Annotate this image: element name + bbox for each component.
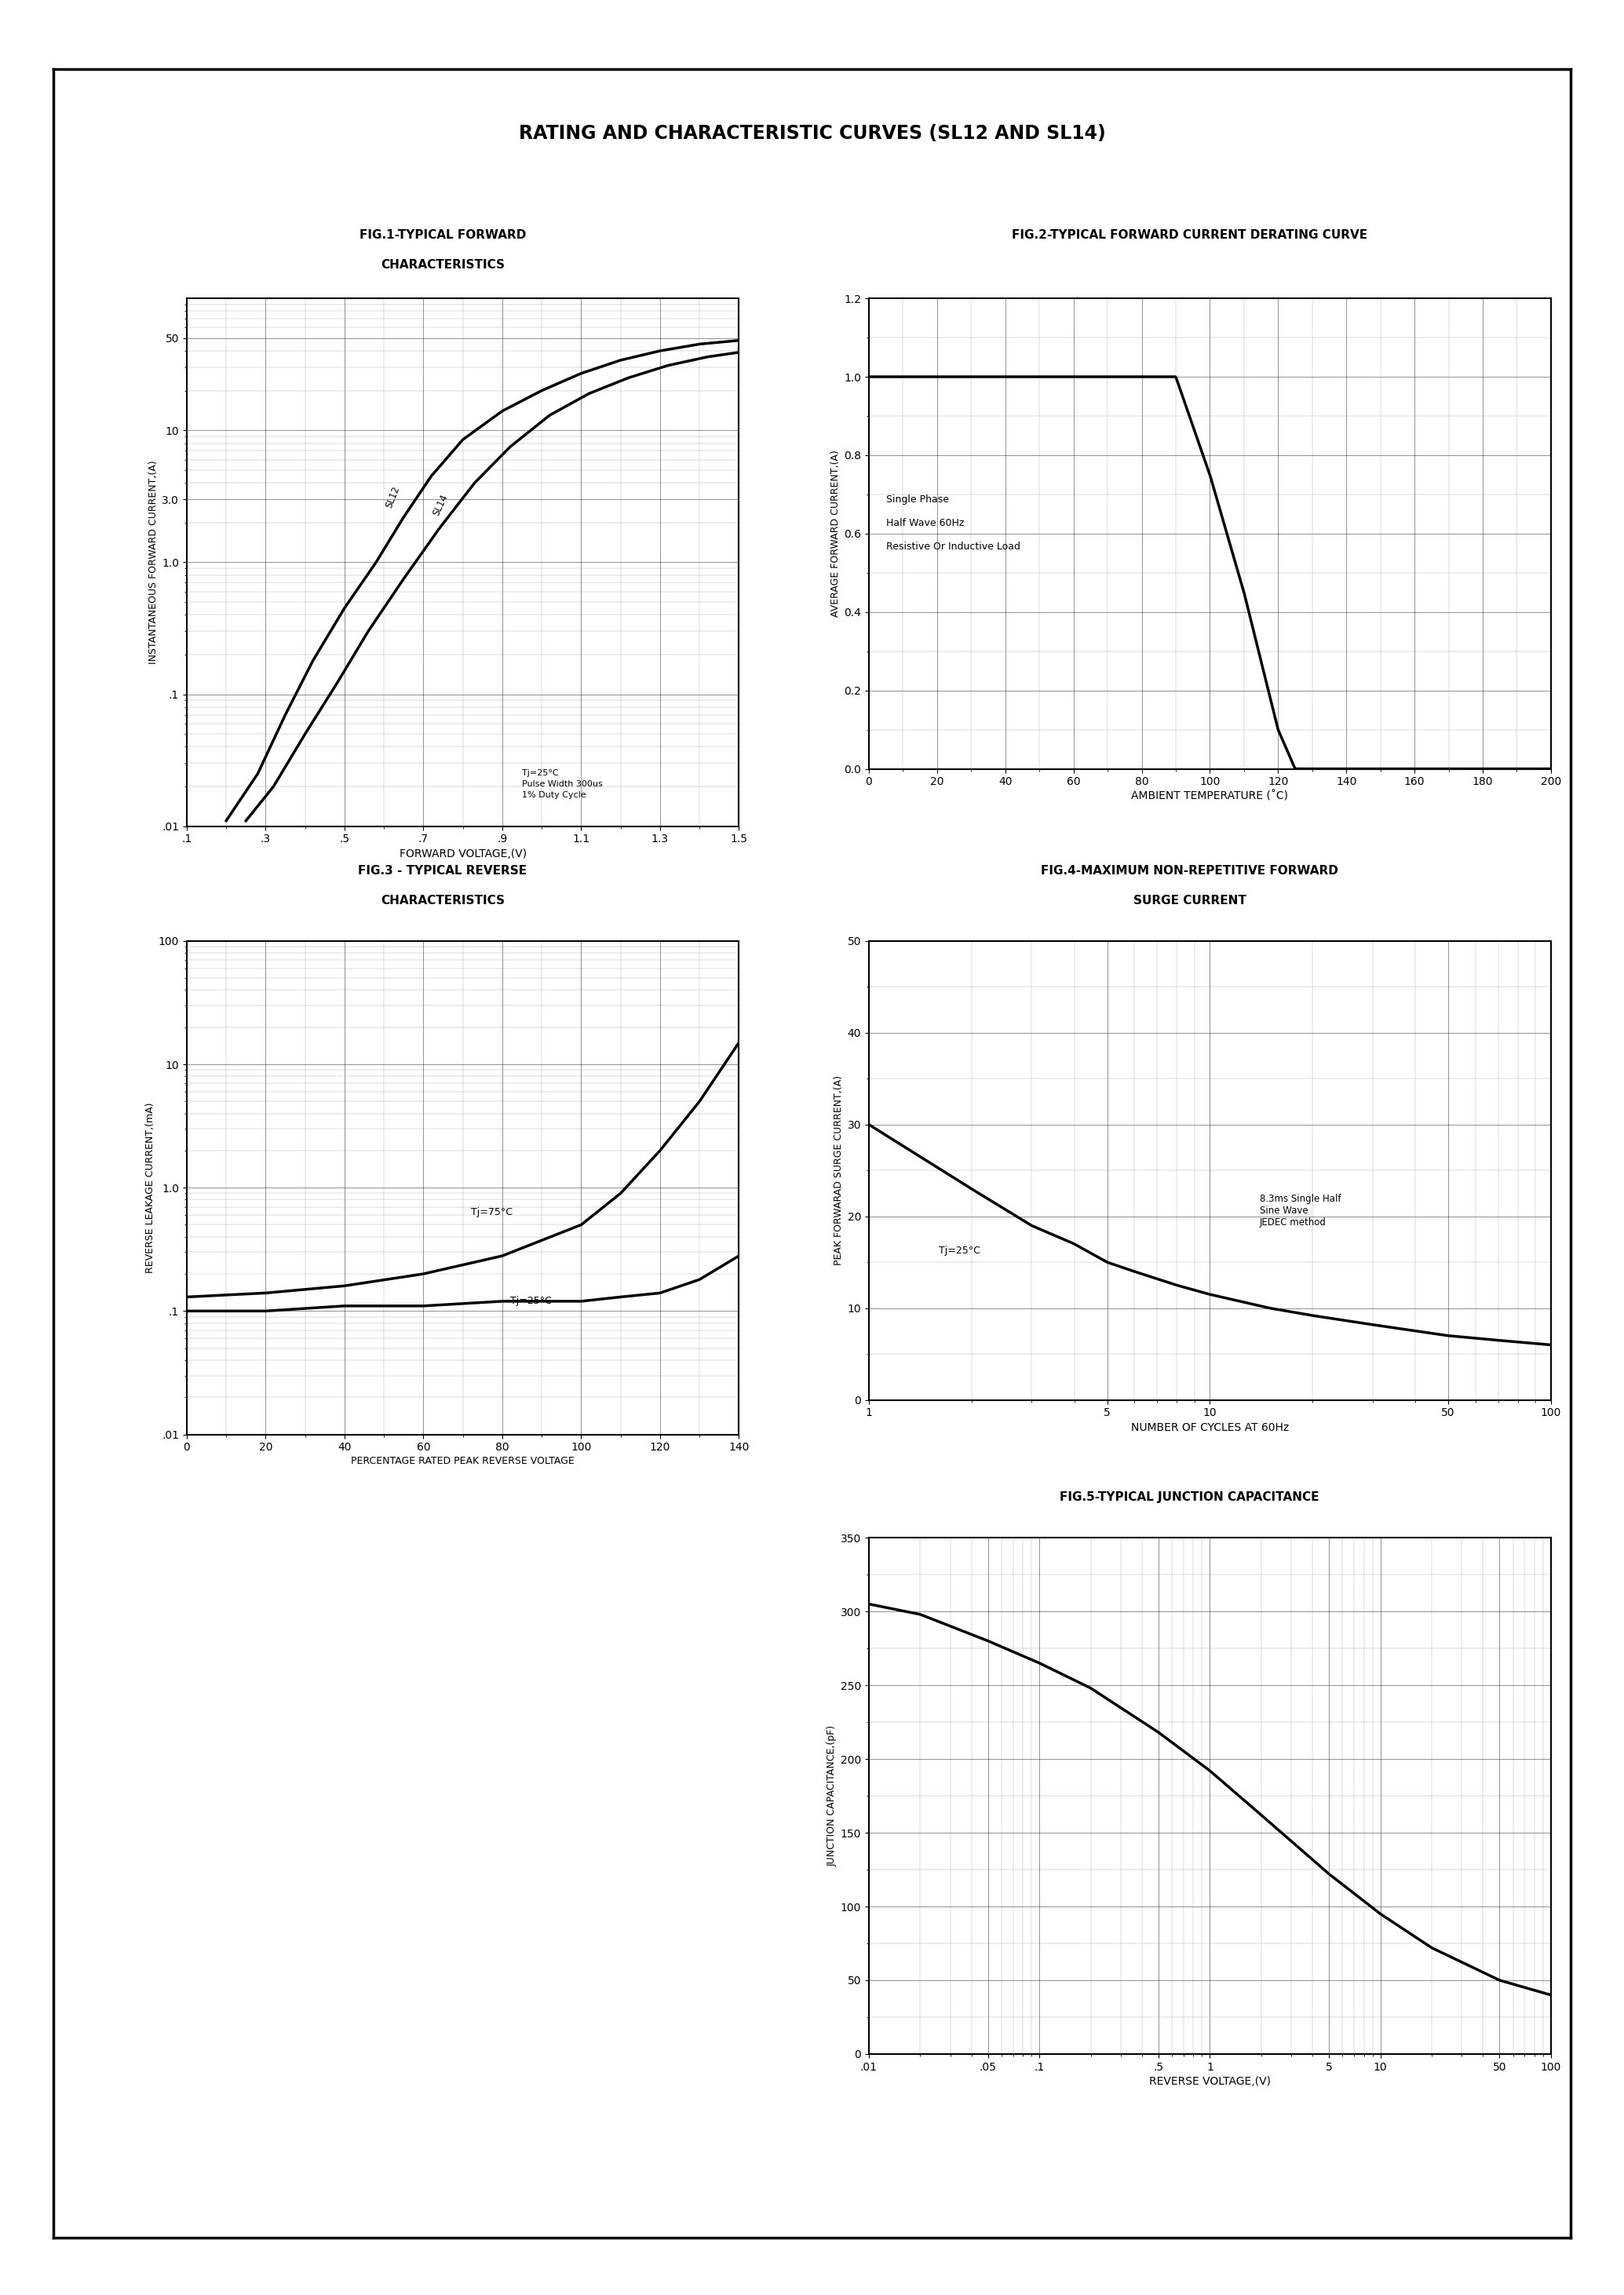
Text: Single Phase: Single Phase xyxy=(887,493,948,505)
X-axis label: FORWARD VOLTAGE,(V): FORWARD VOLTAGE,(V) xyxy=(400,849,526,858)
Text: Half Wave 60Hz: Half Wave 60Hz xyxy=(887,519,965,528)
X-axis label: PERCENTAGE RATED PEAK REVERSE VOLTAGE: PERCENTAGE RATED PEAK REVERSE VOLTAGE xyxy=(351,1457,575,1467)
Text: Resistive Or Inductive Load: Resistive Or Inductive Load xyxy=(887,542,1020,551)
Text: Tj=25°C
Pulse Width 300us
1% Duty Cycle: Tj=25°C Pulse Width 300us 1% Duty Cycle xyxy=(521,769,603,799)
Y-axis label: JUNCTION CAPACITANCE,(pF): JUNCTION CAPACITANCE,(pF) xyxy=(827,1726,838,1866)
Y-axis label: PEAK FORWARAD SURGE CURRENT,(A): PEAK FORWARAD SURGE CURRENT,(A) xyxy=(833,1076,844,1265)
X-axis label: REVERSE VOLTAGE,(V): REVERSE VOLTAGE,(V) xyxy=(1150,2077,1270,2086)
Y-axis label: AVERAGE FORWARD CURRENT,(A): AVERAGE FORWARD CURRENT,(A) xyxy=(830,450,841,617)
Text: FIG.4-MAXIMUM NON-REPETITIVE FORWARD: FIG.4-MAXIMUM NON-REPETITIVE FORWARD xyxy=(1041,865,1338,877)
Text: Tj=75°C: Tj=75°C xyxy=(471,1207,512,1216)
Text: CHARACTERISTICS: CHARACTERISTICS xyxy=(380,259,505,271)
Y-axis label: INSTANTANEOUS FORWARD CURRENT,(A): INSTANTANEOUS FORWARD CURRENT,(A) xyxy=(148,461,159,663)
Text: FIG.5-TYPICAL JUNCTION CAPACITANCE: FIG.5-TYPICAL JUNCTION CAPACITANCE xyxy=(1060,1492,1319,1503)
Text: SURGE CURRENT: SURGE CURRENT xyxy=(1134,895,1246,907)
Text: 8.3ms Single Half
Sine Wave
JEDEC method: 8.3ms Single Half Sine Wave JEDEC method xyxy=(1260,1193,1341,1228)
Text: FIG.3 - TYPICAL REVERSE: FIG.3 - TYPICAL REVERSE xyxy=(359,865,526,877)
Y-axis label: REVERSE LEAKAGE CURRENT,(mA): REVERSE LEAKAGE CURRENT,(mA) xyxy=(145,1102,156,1274)
X-axis label: AMBIENT TEMPERATURE (˚C): AMBIENT TEMPERATURE (˚C) xyxy=(1132,792,1288,801)
Text: FIG.1-TYPICAL FORWARD: FIG.1-TYPICAL FORWARD xyxy=(359,230,526,241)
Text: SL14: SL14 xyxy=(432,491,450,516)
Text: SL12: SL12 xyxy=(383,484,401,509)
Text: RATING AND CHARACTERISTIC CURVES (SL12 AND SL14): RATING AND CHARACTERISTIC CURVES (SL12 A… xyxy=(518,124,1106,142)
Text: FIG.2-TYPICAL FORWARD CURRENT DERATING CURVE: FIG.2-TYPICAL FORWARD CURRENT DERATING C… xyxy=(1012,230,1367,241)
Text: Tj=25°C: Tj=25°C xyxy=(510,1297,552,1306)
Text: CHARACTERISTICS: CHARACTERISTICS xyxy=(380,895,505,907)
X-axis label: NUMBER OF CYCLES AT 60Hz: NUMBER OF CYCLES AT 60Hz xyxy=(1130,1423,1289,1432)
Text: Tj=25°C: Tj=25°C xyxy=(939,1246,979,1255)
